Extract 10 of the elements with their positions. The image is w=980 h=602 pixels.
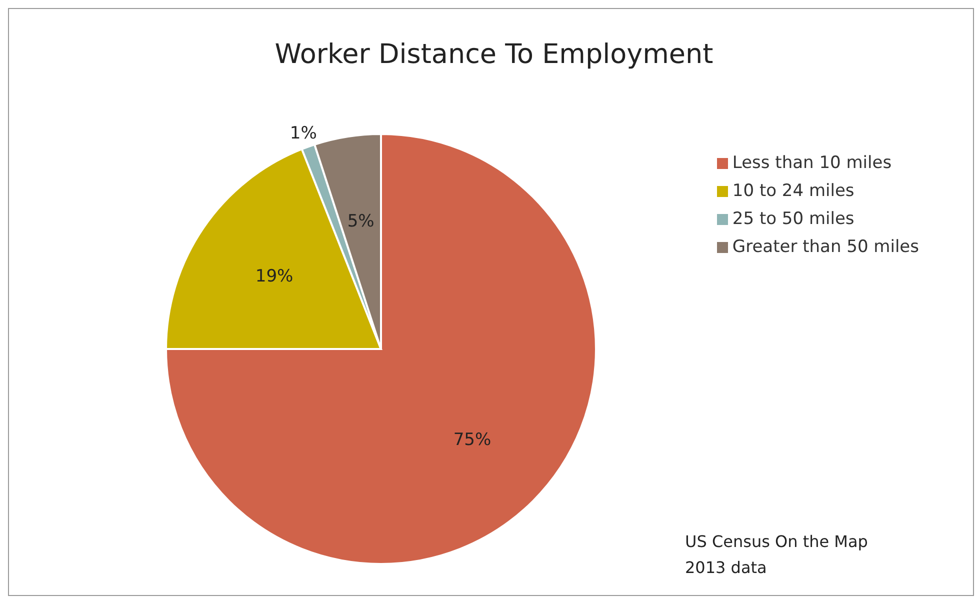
legend-label: Less than 10 miles	[732, 153, 892, 173]
data-label: 19%	[255, 266, 294, 286]
data-label: 75%	[453, 430, 492, 450]
data-label: 1%	[290, 124, 317, 144]
legend-label: 25 to 50 miles	[732, 209, 854, 229]
legend-label: 10 to 24 miles	[732, 181, 854, 201]
legend-label: Greater than 50 miles	[732, 237, 919, 257]
text: US Census On the Map 2013 data	[685, 531, 868, 579]
chart-title: Worker Distance To Employment	[274, 39, 714, 70]
data-label: 5%	[347, 212, 374, 232]
